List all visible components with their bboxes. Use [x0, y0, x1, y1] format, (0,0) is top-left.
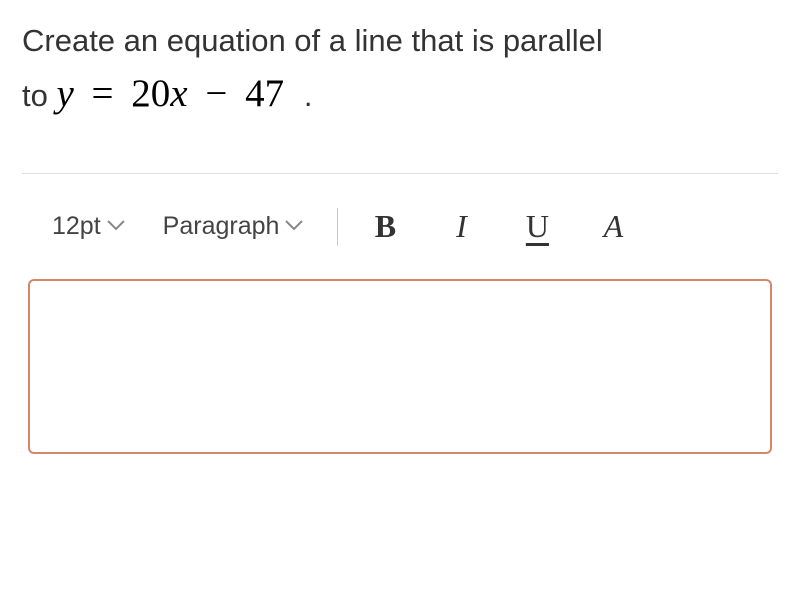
editor-toolbar: 12pt Paragraph B I U A [22, 204, 778, 279]
answer-editor[interactable] [28, 279, 772, 454]
math-var-x: x [170, 72, 187, 115]
paragraph-dropdown[interactable]: Paragraph [153, 208, 314, 245]
question-line2-prefix: to [22, 78, 48, 113]
math-equation: y = 20x − 47 [56, 72, 293, 115]
bold-button[interactable]: B [362, 204, 408, 249]
font-size-dropdown[interactable]: 12pt [42, 208, 135, 245]
math-constant: 47 [245, 72, 284, 115]
section-divider [22, 173, 778, 174]
question-period: . [304, 78, 313, 113]
math-minus: − [205, 72, 227, 115]
chevron-down-icon [285, 218, 303, 236]
italic-button[interactable]: I [438, 204, 484, 249]
font-color-button[interactable]: A [590, 204, 636, 249]
math-var-y: y [56, 72, 73, 115]
toolbar-separator [337, 208, 338, 246]
underline-button[interactable]: U [514, 204, 560, 249]
question-line1: Create an equation of a line that is par… [22, 23, 603, 58]
question-prompt: Create an equation of a line that is par… [22, 18, 778, 123]
chevron-down-icon [107, 218, 125, 236]
math-coefficient: 20 [131, 72, 170, 115]
paragraph-label: Paragraph [163, 212, 280, 241]
math-equals: = [92, 72, 114, 115]
font-size-label: 12pt [52, 212, 101, 241]
